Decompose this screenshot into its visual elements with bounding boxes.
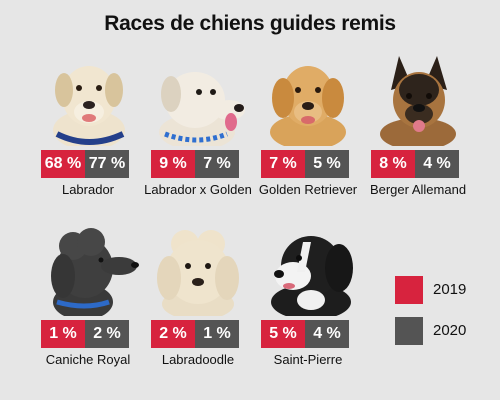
category-label-labrador-x-golden: Labrador x Golden [144,182,252,197]
labradoodle-dog-photo [157,230,239,316]
labrador-dog-photo [53,66,125,146]
tile-labrador: 68 % 77 % Labrador [33,50,143,200]
value-2020-golden-retriever: 5 % [305,150,349,178]
category-label-labrador: Labrador [61,182,115,197]
value-2020-berger-allemand: 4 % [415,150,459,178]
berger-allemand-dog-photo [380,56,456,146]
caniche-royal-dog-photo [51,228,139,316]
category-label-caniche-royal: Caniche Royal [45,352,131,367]
legend-label-2019: 2019 [433,281,467,298]
category-label-saint-pierre: Saint-Pierre [273,352,343,367]
tile-labradoodle: 2 % 1 % Labradoodle [143,220,253,370]
legend-label-2020: 2020 [433,322,467,339]
golden-retriever-dog-photo [270,66,346,146]
legend-swatch-2019 [395,276,423,304]
value-2020-saint-pierre: 4 % [305,320,349,348]
category-label-golden-retriever: Golden Retriever [258,182,358,197]
category-label-berger-allemand: Berger Allemand [369,182,467,197]
tile-berger-allemand: 8 % 4 % Berger Allemand [363,50,473,200]
value-2019-labrador-x-golden: 9 % [151,150,195,178]
tile-golden-retriever: 7 % 5 % Golden Retriever [253,50,363,200]
saint-pierre-dog-photo [271,236,353,316]
category-label-labradoodle: Labradoodle [161,352,235,367]
tile-saint-pierre: 5 % 4 % Saint-Pierre [253,220,363,370]
value-2019-caniche-royal: 1 % [41,320,85,348]
chart-title: Races de chiens guides remis [104,12,396,35]
value-2019-labrador: 68 % [41,150,85,178]
value-2019-saint-pierre: 5 % [261,320,305,348]
value-2020-labradoodle: 1 % [195,320,239,348]
tile-labrador-x-golden: 9 % 7 % Labrador x Golden [143,50,253,200]
value-2019-golden-retriever: 7 % [261,150,305,178]
value-2019-labradoodle: 2 % [151,320,195,348]
value-2020-labrador-x-golden: 7 % [195,150,239,178]
labrador-x-golden-dog-photo [159,72,245,146]
legend-swatch-2020 [395,317,423,345]
tile-caniche-royal: 1 % 2 % Caniche Royal [33,220,143,370]
value-2020-labrador: 77 % [85,150,129,178]
value-2020-caniche-royal: 2 % [85,320,129,348]
value-2019-berger-allemand: 8 % [371,150,415,178]
